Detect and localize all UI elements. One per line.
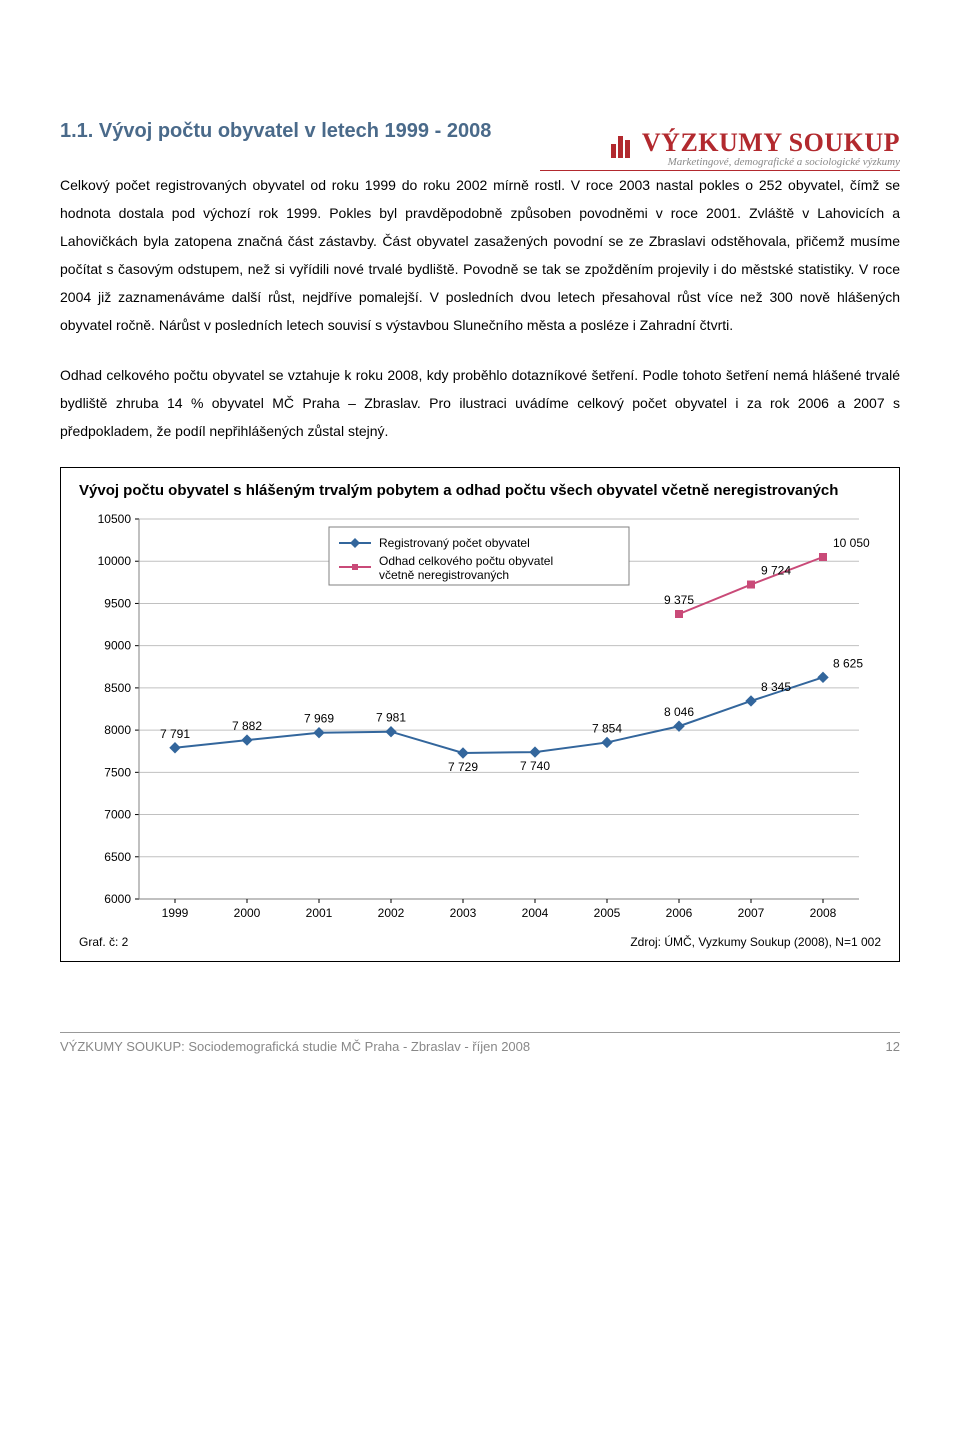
footer-page-number: 12 [886,1039,900,1054]
svg-text:8500: 8500 [104,681,131,695]
svg-text:2001: 2001 [306,906,333,920]
svg-text:1999: 1999 [162,906,189,920]
svg-text:6000: 6000 [104,892,131,906]
logo-rule [540,170,900,171]
svg-text:2005: 2005 [594,906,621,920]
svg-text:7 729: 7 729 [448,760,478,774]
svg-text:8 046: 8 046 [664,705,694,719]
svg-text:7500: 7500 [104,765,131,779]
svg-text:9000: 9000 [104,639,131,653]
brand-logo: VÝZKUMY SOUKUP Marketingové, demografick… [540,128,900,171]
svg-text:10000: 10000 [98,554,132,568]
svg-text:2003: 2003 [450,906,477,920]
svg-text:10 050: 10 050 [833,536,870,550]
svg-text:9500: 9500 [104,596,131,610]
svg-text:7 969: 7 969 [304,712,334,726]
logo-main-text: VÝZKUMY SOUKUP [642,128,900,157]
svg-text:7000: 7000 [104,808,131,822]
svg-text:2000: 2000 [234,906,261,920]
svg-text:8000: 8000 [104,723,131,737]
svg-text:2006: 2006 [666,906,693,920]
svg-text:Registrovaný počet obyvatel: Registrovaný počet obyvatel [379,536,530,550]
svg-text:8 345: 8 345 [761,680,791,694]
svg-text:2002: 2002 [378,906,405,920]
svg-text:7 791: 7 791 [160,727,190,741]
footer-left: VÝZKUMY SOUKUP: Sociodemografická studie… [60,1039,530,1054]
svg-text:7 740: 7 740 [520,759,550,773]
logo-subtitle: Marketingové, demografické a sociologick… [540,156,900,168]
svg-text:Odhad celkového počtu obyvatel: Odhad celkového počtu obyvatel [379,554,553,568]
svg-text:9 724: 9 724 [761,564,791,578]
chart-title: Vývoj počtu obyvatel s hlášeným trvalým … [79,482,881,499]
logo-bars-icon [611,136,632,158]
svg-text:7 854: 7 854 [592,721,622,735]
svg-text:2004: 2004 [522,906,549,920]
svg-text:7 882: 7 882 [232,719,262,733]
page-footer: VÝZKUMY SOUKUP: Sociodemografická studie… [60,1032,900,1054]
population-line-chart: 6000 6500 7000 7500 8000 8500 9000 9500 10000 105… [79,509,879,929]
svg-text:2007: 2007 [738,906,765,920]
svg-text:včetně neregistrovaných: včetně neregistrovaných [379,568,509,582]
paragraph-2: Odhad celkového počtu obyvatel se vztahu… [60,361,900,445]
svg-text:8 625: 8 625 [833,656,863,670]
chart-footer-left: Graf. č: 2 [79,935,128,949]
svg-text:9 375: 9 375 [664,593,694,607]
chart-container: Vývoj počtu obyvatel s hlášeným trvalým … [60,467,900,962]
chart-footer-right: Zdroj: ÚMČ, Vyzkumy Soukup (2008), N=1 0… [630,935,881,949]
svg-text:10500: 10500 [98,512,132,526]
svg-text:6500: 6500 [104,850,131,864]
paragraph-1: Celkový počet registrovaných obyvatel od… [60,171,900,339]
svg-text:7 981: 7 981 [376,711,406,725]
svg-text:2008: 2008 [810,906,837,920]
